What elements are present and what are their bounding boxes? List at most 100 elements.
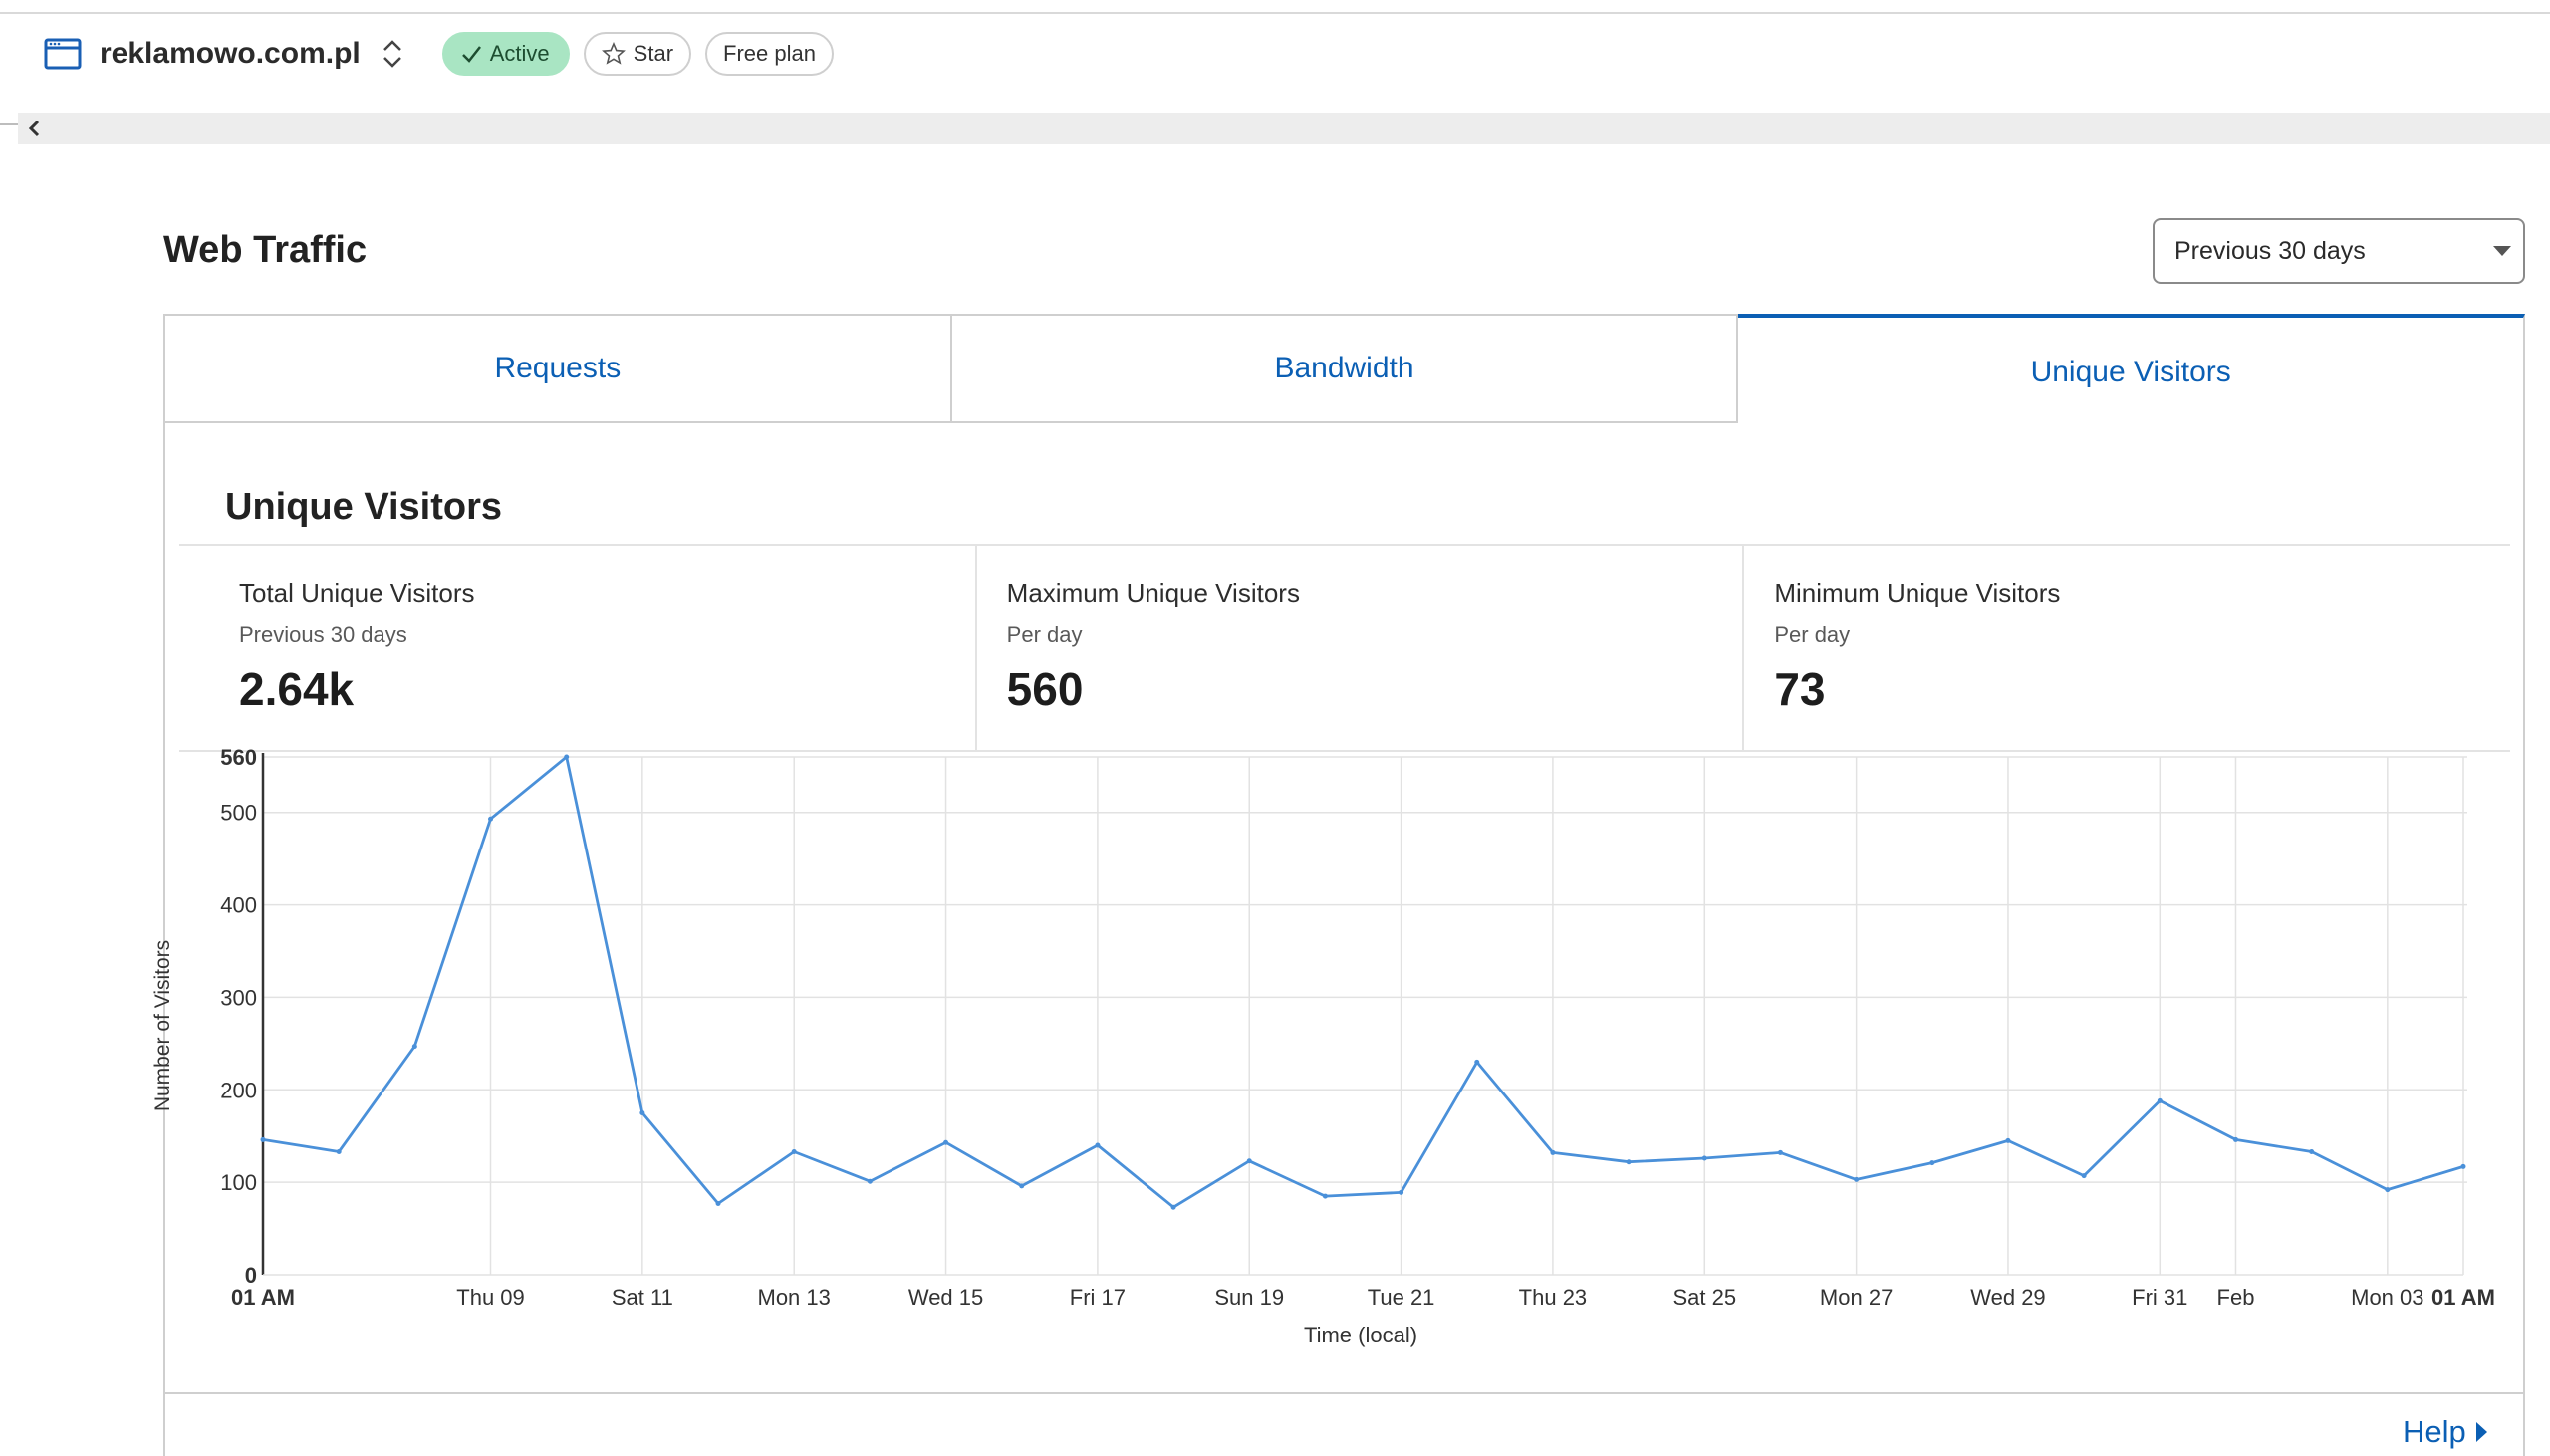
star-button[interactable]: Star — [583, 32, 692, 76]
data-point — [2005, 1137, 2011, 1143]
section-divider — [179, 544, 2510, 546]
data-point — [2232, 1136, 2238, 1142]
status-badge-label: Active — [489, 41, 550, 66]
data-point — [336, 1149, 342, 1154]
data-point — [2081, 1173, 2087, 1179]
data-point — [2385, 1187, 2391, 1193]
unique-visitors-chart: 0 100 200 300 400 500 560 01 AM Thu 09 Sat 11 Mon … — [151, 745, 2495, 1347]
data-point — [2460, 1163, 2466, 1169]
stat-label: Maximum Unique Visitors — [1006, 578, 1300, 607]
x-axis-title: Time (local) — [1304, 1323, 1417, 1347]
y-tick-label: 560 — [220, 745, 257, 770]
data-point — [1701, 1155, 1707, 1161]
data-point — [1474, 1059, 1480, 1065]
star-button-label: Star — [633, 41, 674, 66]
stat-maximum: Maximum Unique Visitors Per day 560 — [974, 546, 1743, 750]
y-tick-label: 100 — [220, 1170, 257, 1195]
tab-bandwidth[interactable]: Bandwidth — [951, 314, 1739, 423]
card-footer-divider — [163, 1392, 2525, 1394]
x-tick-label: Thu 09 — [456, 1285, 524, 1310]
site-header: reklamowo.com.pl Active Star Free plan — [44, 26, 848, 82]
data-point — [564, 754, 570, 760]
x-tick-label: Thu 23 — [1519, 1285, 1588, 1310]
stat-value: 560 — [1006, 663, 1084, 715]
stat-value: 73 — [1774, 663, 1826, 715]
tab-unique-visitors[interactable]: Unique Visitors — [1738, 314, 2526, 423]
data-point — [1854, 1176, 1860, 1182]
x-tick-label: Fri 17 — [1070, 1285, 1126, 1310]
plan-badge[interactable]: Free plan — [705, 32, 834, 76]
time-range-select[interactable]: Previous 30 days — [2153, 218, 2525, 284]
site-switcher-chevron-icon[interactable] — [379, 34, 406, 74]
data-point — [1626, 1159, 1632, 1165]
x-tick-label: Sat 25 — [1672, 1285, 1736, 1310]
help-link-label: Help — [2403, 1414, 2466, 1449]
data-point — [1019, 1183, 1025, 1189]
collapse-bar — [18, 113, 2550, 144]
data-point — [1246, 1158, 1252, 1164]
y-tick-label: 0 — [245, 1263, 257, 1288]
section-title: Unique Visitors — [225, 486, 503, 528]
stat-total: Total Unique Visitors Previous 30 days 2… — [179, 546, 975, 750]
data-point — [1170, 1204, 1176, 1210]
data-point — [867, 1178, 873, 1184]
collapse-tick — [0, 123, 18, 125]
stats-row: Total Unique Visitors Previous 30 days 2… — [179, 546, 2510, 752]
y-tick-label: 300 — [220, 985, 257, 1010]
x-tick-label: Feb — [2217, 1285, 2255, 1310]
data-point — [1777, 1149, 1783, 1155]
caret-right-icon — [2475, 1422, 2487, 1442]
stat-minimum: Minimum Unique Visitors Per day 73 — [1742, 546, 2510, 750]
stat-label: Total Unique Visitors — [239, 578, 475, 607]
caret-down-icon — [2493, 246, 2511, 256]
stat-sub: Per day — [1006, 622, 1083, 647]
x-tick-label: Tue 21 — [1368, 1285, 1435, 1310]
traffic-tabs: Requests Bandwidth Unique Visitors — [163, 314, 2526, 423]
stat-label: Minimum Unique Visitors — [1774, 578, 2061, 607]
traffic-card — [163, 314, 2525, 1456]
check-icon — [461, 46, 481, 63]
x-tick-label: Sun 19 — [1214, 1285, 1284, 1310]
data-point — [639, 1110, 645, 1115]
data-point — [1399, 1189, 1404, 1195]
data-point — [1322, 1193, 1328, 1199]
data-point — [715, 1201, 721, 1206]
y-tick-label: 400 — [220, 893, 257, 918]
data-point — [2157, 1097, 2163, 1103]
data-point — [260, 1136, 266, 1142]
data-point — [1929, 1160, 1935, 1166]
y-tick-label: 200 — [220, 1078, 257, 1102]
data-point — [1550, 1149, 1556, 1155]
stat-value: 2.64k — [239, 663, 355, 715]
data-point — [1095, 1142, 1101, 1148]
x-tick-label: 01 AM — [2431, 1285, 2495, 1310]
x-tick-label: Fri 31 — [2132, 1285, 2187, 1310]
x-tick-label: Wed 29 — [1970, 1285, 2045, 1310]
status-badge: Active — [441, 32, 570, 76]
x-tick-label: Mon 13 — [758, 1285, 831, 1310]
data-point — [943, 1139, 949, 1145]
site-name: reklamowo.com.pl — [100, 37, 361, 70]
tab-requests[interactable]: Requests — [163, 314, 952, 423]
x-tick-label: Mon 03 — [2351, 1285, 2423, 1310]
x-tick-label: Wed 15 — [908, 1285, 983, 1310]
data-point — [411, 1044, 417, 1050]
top-divider — [0, 12, 2550, 14]
star-icon — [601, 42, 626, 65]
stat-sub: Per day — [1774, 622, 1851, 647]
y-tick-label: 500 — [220, 801, 257, 826]
y-axis-title: Number of Visitors — [151, 940, 174, 1111]
x-tick-label: Mon 27 — [1820, 1285, 1893, 1310]
help-link[interactable]: Help — [2403, 1414, 2490, 1450]
data-point — [2309, 1149, 2315, 1154]
browser-window-icon — [44, 38, 82, 70]
stat-sub: Previous 30 days — [239, 622, 407, 647]
data-point — [791, 1149, 797, 1154]
chevron-left-icon[interactable] — [22, 116, 48, 141]
time-range-value: Previous 30 days — [2174, 236, 2366, 265]
series-line-unique-visitors — [262, 755, 2464, 1209]
page-title: Web Traffic — [163, 229, 368, 271]
x-tick-label: Sat 11 — [612, 1285, 673, 1310]
x-tick-label: 01 AM — [231, 1285, 295, 1310]
data-point — [488, 816, 494, 822]
